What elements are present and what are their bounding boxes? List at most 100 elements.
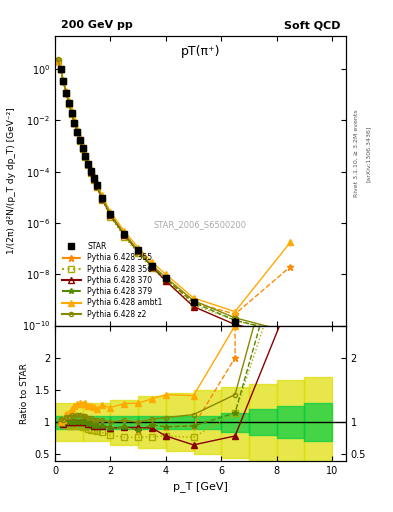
Pythia 6.428 370: [61, 78, 66, 84]
Pythia 6.428 356: [86, 162, 91, 168]
Pythia 6.428 355: [191, 300, 196, 306]
Pythia 6.428 356: [122, 234, 127, 240]
Pythia 6.428 z2: [80, 144, 85, 151]
Pythia 6.428 356: [233, 317, 237, 324]
Pythia 6.428 355: [55, 58, 60, 65]
Pythia 6.428 356: [55, 58, 60, 65]
Pythia 6.428 355: [72, 120, 77, 126]
Pythia 6.428 356: [163, 278, 168, 284]
Text: STAR_2006_S6500200: STAR_2006_S6500200: [154, 220, 247, 229]
Pythia 6.428 355: [80, 145, 85, 152]
Pythia 6.428 379: [100, 196, 105, 202]
Pythia 6.428 370: [66, 100, 71, 106]
Line: Pythia 6.428 370: Pythia 6.428 370: [55, 59, 293, 340]
Pythia 6.428 356: [80, 146, 85, 152]
Pythia 6.428 355: [83, 153, 88, 159]
Pythia 6.428 ambt1: [64, 89, 68, 95]
Line: Pythia 6.428 379: Pythia 6.428 379: [55, 59, 293, 336]
Pythia 6.428 z2: [136, 247, 140, 253]
Pythia 6.428 z2: [58, 66, 63, 72]
Pythia 6.428 370: [122, 231, 127, 238]
Pythia 6.428 z2: [83, 152, 88, 158]
Pythia 6.428 ambt1: [89, 165, 94, 172]
Pythia 6.428 379: [288, 330, 293, 336]
Pythia 6.428 z2: [89, 167, 94, 174]
Pythia 6.428 z2: [69, 109, 74, 115]
Pythia 6.428 370: [233, 322, 237, 328]
Pythia 6.428 379: [94, 183, 99, 189]
Pythia 6.428 ambt1: [58, 66, 63, 72]
Pythia 6.428 356: [288, 331, 293, 337]
Pythia 6.428 379: [163, 276, 168, 282]
Pythia 6.428 355: [77, 137, 82, 143]
Pythia 6.428 370: [89, 168, 94, 175]
Pythia 6.428 z2: [288, 329, 293, 335]
Pythia 6.428 370: [55, 58, 60, 65]
Pythia 6.428 355: [75, 129, 79, 135]
Pythia 6.428 ambt1: [122, 228, 127, 234]
Pythia 6.428 z2: [64, 89, 68, 95]
Y-axis label: 1/(2π) d²N/(p_T dy dp_T) [GeV⁻²]: 1/(2π) d²N/(p_T dy dp_T) [GeV⁻²]: [7, 108, 16, 254]
Pythia 6.428 z2: [66, 99, 71, 105]
Pythia 6.428 370: [150, 264, 154, 270]
Pythia 6.428 ambt1: [233, 309, 237, 315]
Pythia 6.428 z2: [94, 182, 99, 188]
Pythia 6.428 355: [61, 78, 66, 84]
Pythia 6.428 356: [58, 66, 63, 72]
Pythia 6.428 370: [75, 129, 79, 135]
Pythia 6.428 370: [58, 66, 63, 72]
Pythia 6.428 356: [64, 90, 68, 96]
Pythia 6.428 370: [136, 248, 140, 254]
Pythia 6.428 370: [100, 196, 105, 202]
Pythia 6.428 z2: [77, 136, 82, 142]
Pythia 6.428 379: [191, 300, 196, 306]
Pythia 6.428 379: [86, 161, 91, 167]
Line: Pythia 6.428 z2: Pythia 6.428 z2: [56, 57, 292, 334]
Pythia 6.428 355: [288, 264, 293, 270]
Pythia 6.428 z2: [150, 262, 154, 268]
Pythia 6.428 z2: [233, 315, 237, 321]
Pythia 6.428 ambt1: [75, 126, 79, 132]
Pythia 6.428 356: [136, 250, 140, 257]
Pythia 6.428 ambt1: [72, 117, 77, 123]
Pythia 6.428 356: [69, 111, 74, 117]
Pythia 6.428 z2: [92, 175, 96, 181]
Pythia 6.428 z2: [108, 211, 113, 217]
Pythia 6.428 379: [69, 110, 74, 116]
Pythia 6.428 ambt1: [69, 108, 74, 114]
Text: [arXiv:1306.3436]: [arXiv:1306.3436]: [365, 125, 371, 182]
Pythia 6.428 379: [80, 145, 85, 152]
Pythia 6.428 356: [61, 78, 66, 84]
Pythia 6.428 ambt1: [80, 142, 85, 148]
Line: Pythia 6.428 356: Pythia 6.428 356: [55, 59, 293, 337]
Pythia 6.428 356: [66, 101, 71, 107]
Pythia 6.428 z2: [86, 160, 91, 166]
Pythia 6.428 370: [72, 120, 77, 126]
Pythia 6.428 ambt1: [163, 271, 168, 278]
Pythia 6.428 355: [64, 90, 68, 96]
Legend: STAR, Pythia 6.428 355, Pythia 6.428 356, Pythia 6.428 370, Pythia 6.428 379, Py: STAR, Pythia 6.428 355, Pythia 6.428 356…: [59, 239, 165, 322]
Pythia 6.428 355: [100, 196, 105, 202]
Pythia 6.428 355: [163, 276, 168, 282]
Pythia 6.428 356: [72, 120, 77, 126]
Pythia 6.428 379: [122, 231, 127, 238]
Y-axis label: Ratio to STAR: Ratio to STAR: [20, 363, 29, 423]
Pythia 6.428 379: [72, 120, 77, 126]
Pythia 6.428 355: [92, 176, 96, 182]
Pythia 6.428 379: [83, 153, 88, 159]
Pythia 6.428 356: [75, 130, 79, 136]
Text: Rivet 3.1.10, ≥ 3.2M events: Rivet 3.1.10, ≥ 3.2M events: [354, 110, 359, 198]
Pythia 6.428 ambt1: [61, 77, 66, 83]
Pythia 6.428 355: [66, 100, 71, 106]
Line: Pythia 6.428 355: Pythia 6.428 355: [54, 58, 294, 317]
Pythia 6.428 ambt1: [92, 173, 96, 179]
Pythia 6.428 370: [94, 183, 99, 189]
Pythia 6.428 z2: [163, 274, 168, 281]
Pythia 6.428 z2: [75, 127, 79, 134]
Pythia 6.428 z2: [72, 119, 77, 125]
Pythia 6.428 z2: [191, 297, 196, 304]
Pythia 6.428 ambt1: [77, 134, 82, 140]
Pythia 6.428 370: [83, 153, 88, 159]
Pythia 6.428 ambt1: [86, 159, 91, 165]
Pythia 6.428 356: [92, 177, 96, 183]
